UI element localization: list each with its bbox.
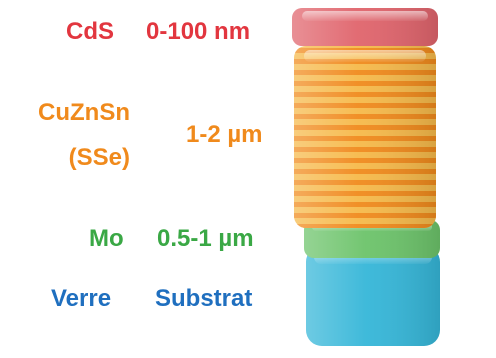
- label-verre-name: Verre: [51, 285, 112, 312]
- label-cds-thickness: 0-100 nm: [146, 18, 251, 45]
- label-mo-name: Mo: [89, 225, 124, 252]
- label-czts-thickness: 1-2 µm: [186, 121, 263, 148]
- label-verre-thickness: Substrat: [155, 285, 253, 312]
- czts-layer-block: [294, 46, 436, 228]
- cds-layer-block: [292, 8, 438, 46]
- glass-substrate-block: [306, 246, 440, 346]
- label-cds-name: CdS: [66, 18, 114, 45]
- label-czts-name-line2: (SSe): [68, 144, 130, 171]
- label-mo-thickness: 0.5-1 µm: [157, 225, 254, 252]
- label-czts-name-line1: CuZnSn: [38, 99, 130, 126]
- mo-layer-block: [304, 220, 440, 258]
